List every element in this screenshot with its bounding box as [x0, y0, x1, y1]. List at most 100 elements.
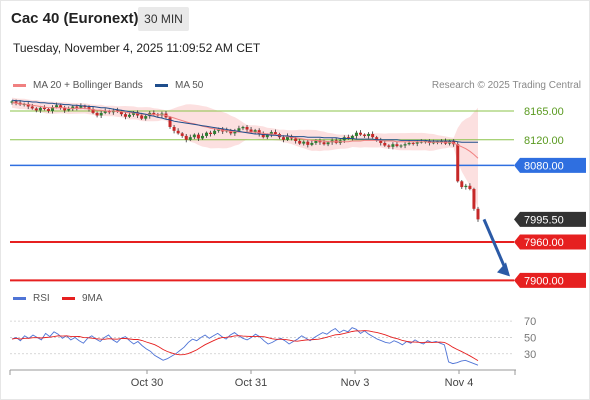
candle-body — [34, 108, 38, 111]
candle-body — [42, 107, 46, 110]
projection-arrow-shaft — [482, 218, 508, 272]
x-axis: Oct 30 Oct 31 Nov 3 Nov 4 — [9, 369, 516, 389]
candle-body — [350, 135, 354, 139]
candlesticks — [10, 99, 480, 222]
candle-body — [354, 132, 358, 136]
candle-body — [302, 141, 306, 144]
candle-body — [245, 126, 249, 130]
candle-body — [132, 112, 136, 115]
candle-body — [115, 110, 119, 112]
candle-body — [83, 105, 87, 108]
legend-ma20-swatch — [13, 84, 26, 87]
candle-body — [46, 109, 50, 111]
candle-body — [26, 103, 30, 107]
candle-body — [371, 134, 375, 138]
candle-body — [233, 130, 237, 134]
level-label-7900.00: 7900.00 — [524, 275, 564, 287]
candle-body — [87, 107, 91, 110]
candle-body — [95, 112, 99, 116]
candle-body — [91, 109, 95, 113]
candle-body — [265, 134, 269, 138]
candle-body — [119, 111, 123, 115]
candle-body — [269, 132, 273, 135]
candle-body — [407, 142, 411, 145]
candle-body — [253, 130, 257, 133]
candle-body — [460, 181, 464, 188]
candle-body — [67, 109, 71, 111]
level-label-8165.00: 8165.00 — [524, 106, 564, 118]
candle-body — [363, 134, 367, 136]
candle-body — [103, 110, 107, 113]
instrument-title: Cac 40 (Euronext) — [11, 10, 139, 27]
candle-body — [431, 142, 435, 144]
timeframe-badge[interactable]: 30 MIN — [138, 7, 189, 31]
candle-body — [172, 126, 176, 131]
candle-body — [213, 130, 217, 134]
projection-arrow — [482, 218, 510, 277]
candle-body — [14, 101, 18, 103]
candle-body — [375, 137, 379, 140]
projection-arrow-head — [497, 262, 510, 277]
candle-body — [71, 106, 75, 110]
bollinger-bands — [12, 97, 478, 209]
candle-body — [367, 134, 371, 136]
research-credit: Research © 2025 Trading Central — [431, 80, 581, 91]
candle-body — [379, 139, 383, 143]
legend-9ma-label: 9MA — [82, 293, 103, 304]
candle-body — [358, 132, 362, 135]
candle-body — [75, 106, 79, 108]
candle-body — [326, 142, 330, 145]
level-tag-8080.00 — [514, 157, 586, 173]
legend-9ma-swatch — [62, 297, 75, 300]
candle-body — [192, 134, 196, 138]
candle-body — [188, 137, 192, 140]
candle-body — [403, 144, 407, 146]
level-label-8080.00: 8080.00 — [524, 160, 564, 172]
level-tag-7960.00 — [514, 234, 586, 250]
rsi-9ma-line — [11, 330, 479, 361]
candle-body — [476, 208, 480, 220]
bollinger-band-area — [12, 97, 478, 209]
candle-body — [38, 107, 42, 111]
candle-body — [415, 142, 419, 144]
legend-rsi-swatch — [13, 297, 26, 300]
candle-body — [273, 132, 277, 134]
candle-body — [152, 112, 156, 115]
level-label-7960.00: 7960.00 — [524, 237, 564, 249]
rsi-tick-30: 30 — [524, 349, 536, 361]
candle-body — [456, 144, 460, 182]
candle-body — [55, 105, 59, 108]
x-tick-label-0: Oct 30 — [131, 377, 163, 389]
ma50-line — [11, 99, 478, 143]
legend-ma20: MA 20 + Bollinger Bands — [13, 80, 143, 91]
candle-body — [99, 112, 103, 116]
candle-body — [180, 133, 184, 136]
candle-body — [281, 137, 285, 140]
candle-body — [472, 188, 476, 209]
level-tag-7995.50 — [514, 211, 586, 227]
candle-body — [346, 137, 350, 139]
candle-body — [464, 185, 468, 188]
rsi-tick-70: 70 — [524, 316, 536, 328]
candle-body — [128, 114, 132, 117]
level-tag-7900.00 — [514, 272, 586, 288]
candle-body — [257, 130, 261, 134]
candle-body — [468, 185, 472, 189]
candle-body — [261, 134, 265, 138]
candle-body — [176, 130, 180, 134]
candle-body — [237, 128, 241, 131]
candle-body — [241, 126, 245, 129]
candle-body — [391, 144, 395, 147]
candle-body — [399, 145, 403, 147]
candle-body — [168, 117, 172, 127]
candle-body — [30, 106, 34, 109]
legend-rsi-label: RSI — [33, 293, 50, 304]
candle-body — [249, 129, 253, 133]
candle-body — [387, 145, 391, 147]
candle-body — [395, 144, 399, 147]
rsi-tick-50: 50 — [524, 332, 536, 344]
candle-body — [306, 141, 310, 145]
legend-ma50-label: MA 50 — [175, 80, 204, 91]
timestamp: Tuesday, November 4, 2025 11:09:52 AM CE… — [13, 41, 261, 55]
